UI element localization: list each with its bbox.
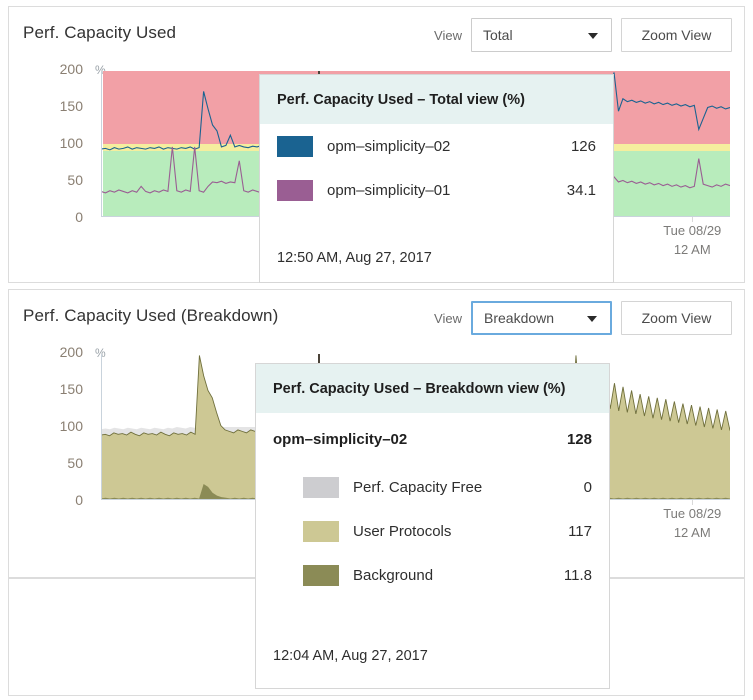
tooltip-title: Perf. Capacity Used – Total view (%) bbox=[260, 75, 613, 124]
legend-label: Perf. Capacity Free bbox=[353, 478, 483, 496]
legend-value: 0 bbox=[583, 478, 592, 496]
y-tick: 0 bbox=[75, 492, 83, 508]
chevron-down-icon bbox=[588, 33, 598, 39]
y-tick: 0 bbox=[75, 209, 83, 225]
y-tick: 100 bbox=[59, 418, 83, 434]
y-axis-line bbox=[101, 354, 102, 500]
legend-swatch-icon bbox=[277, 179, 313, 201]
x-tick-label: Tue 08/29 12 AM bbox=[663, 500, 721, 542]
legend-row: Background 11.8 bbox=[273, 553, 592, 597]
tooltip-object-value: 128 bbox=[566, 430, 592, 448]
legend-label: opm–simplicity–02 bbox=[327, 137, 451, 155]
legend-label: Background bbox=[353, 566, 434, 584]
legend-label: User Protocols bbox=[353, 522, 452, 540]
tooltip-total-view: Perf. Capacity Used – Total view (%) opm… bbox=[259, 74, 614, 283]
page-title: Perf. Capacity Used bbox=[23, 23, 177, 42]
legend-row: opm–simplicity–02 126 bbox=[277, 124, 596, 168]
y-axis-line bbox=[101, 71, 102, 217]
view-label: View bbox=[434, 27, 462, 43]
legend-swatch-icon bbox=[277, 135, 313, 157]
y-tick: 100 bbox=[59, 135, 83, 151]
legend-value: 34.1 bbox=[566, 181, 596, 199]
panel-header-total: Perf. Capacity Used View Total Zoom View bbox=[9, 7, 744, 63]
panel-controls-breakdown: View Breakdown Zoom View bbox=[434, 301, 732, 335]
tooltip-timestamp: 12:04 AM, Aug 27, 2017 bbox=[273, 648, 428, 664]
tooltip-title: Perf. Capacity Used – Breakdown view (%) bbox=[256, 364, 609, 413]
y-axis-unit-breakdown: % bbox=[95, 346, 106, 360]
view-label: View bbox=[434, 310, 462, 326]
y-tick: 50 bbox=[67, 455, 83, 471]
legend-row: User Protocols 117 bbox=[273, 509, 592, 553]
y-tick: 50 bbox=[67, 172, 83, 188]
legend-value: 126 bbox=[570, 137, 596, 155]
legend-label: opm–simplicity–01 bbox=[327, 181, 451, 199]
zoom-view-button-total[interactable]: Zoom View bbox=[621, 18, 732, 52]
y-tick: 150 bbox=[59, 98, 83, 114]
view-select-total[interactable]: Total bbox=[471, 18, 612, 52]
legend-value: 11.8 bbox=[563, 566, 592, 584]
legend-swatch-icon bbox=[303, 476, 339, 498]
tooltip-breakdown-view: Perf. Capacity Used – Breakdown view (%)… bbox=[255, 363, 610, 689]
y-axis-total: 200 150 100 50 0 bbox=[29, 61, 83, 225]
view-select-breakdown[interactable]: Breakdown bbox=[471, 301, 612, 335]
panel-controls-total: View Total Zoom View bbox=[434, 18, 732, 52]
tooltip-object-row: opm–simplicity–02 128 bbox=[273, 413, 592, 465]
tooltip-timestamp: 12:50 AM, Aug 27, 2017 bbox=[277, 250, 432, 266]
view-select-value: Total bbox=[483, 27, 513, 43]
page-title-breakdown: Perf. Capacity Used (Breakdown) bbox=[23, 306, 279, 325]
tooltip-object-label: opm–simplicity–02 bbox=[273, 430, 408, 448]
y-tick: 200 bbox=[59, 344, 83, 360]
y-tick: 200 bbox=[59, 61, 83, 77]
y-axis-breakdown: 200 150 100 50 0 bbox=[29, 344, 83, 508]
view-select-value: Breakdown bbox=[484, 310, 555, 326]
tooltip-legend-total: opm–simplicity–02 126 opm–simplicity–01 … bbox=[260, 124, 613, 212]
zoom-view-button-breakdown[interactable]: Zoom View bbox=[621, 301, 732, 335]
legend-swatch-icon bbox=[303, 564, 339, 586]
panel-header-breakdown: Perf. Capacity Used (Breakdown) View Bre… bbox=[9, 290, 744, 346]
x-tick-label: Tue 08/29 12 AM bbox=[663, 217, 721, 259]
chevron-down-icon bbox=[587, 316, 597, 322]
legend-value: 117 bbox=[568, 522, 592, 540]
tooltip-legend-breakdown: opm–simplicity–02 128 Perf. Capacity Fre… bbox=[256, 413, 609, 597]
legend-swatch-icon bbox=[303, 520, 339, 542]
y-tick: 150 bbox=[59, 381, 83, 397]
legend-row: opm–simplicity–01 34.1 bbox=[277, 168, 596, 212]
y-axis-unit-total: % bbox=[95, 63, 106, 77]
legend-row: Perf. Capacity Free 0 bbox=[273, 465, 592, 509]
